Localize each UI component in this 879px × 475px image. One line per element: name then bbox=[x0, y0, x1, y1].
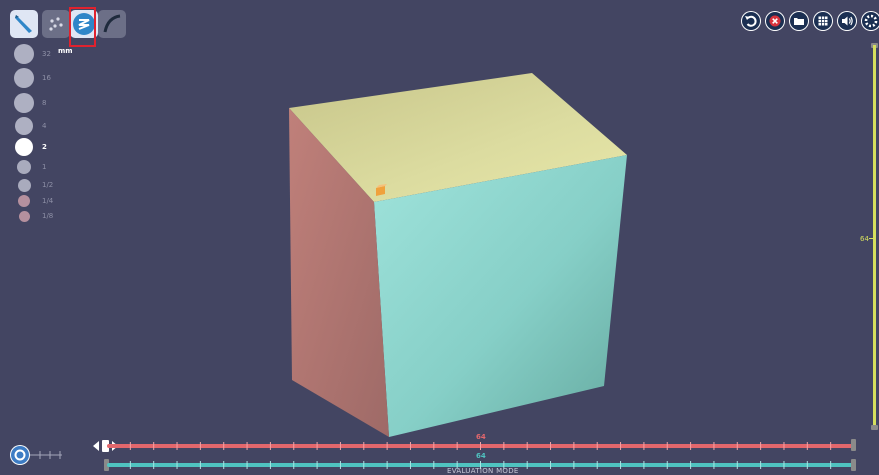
vertical-slider[interactable] bbox=[873, 45, 876, 428]
sound-button[interactable] bbox=[837, 11, 857, 31]
pen-icon bbox=[15, 15, 32, 33]
volume-icon bbox=[838, 12, 856, 30]
vertical-slider-handle-bottom[interactable] bbox=[871, 425, 878, 430]
red-slider-ticks bbox=[129, 442, 832, 450]
cube-front-face bbox=[374, 155, 627, 437]
evaluation-mode-label: EVALUATION MODE bbox=[447, 467, 519, 475]
pen-tool-button[interactable] bbox=[10, 10, 38, 38]
brush-size-dot[interactable] bbox=[18, 210, 30, 222]
curve-icon bbox=[103, 14, 121, 33]
target-icon bbox=[11, 446, 29, 464]
open-folder-button[interactable] bbox=[789, 11, 809, 31]
brush-size-dot[interactable] bbox=[18, 195, 30, 207]
close-button[interactable] bbox=[765, 11, 785, 31]
brush-size-dot[interactable] bbox=[15, 117, 33, 135]
brush-size-dot[interactable] bbox=[17, 178, 31, 192]
brush-size-label: 8 bbox=[42, 99, 47, 107]
brush-size-label: 1 bbox=[42, 163, 47, 171]
brush-size-dot[interactable] bbox=[14, 93, 34, 113]
cube-marker[interactable] bbox=[376, 184, 387, 196]
size-unit-label: mm bbox=[58, 47, 73, 55]
curve-tool-button[interactable] bbox=[98, 10, 126, 38]
zigzag-tool-button[interactable] bbox=[70, 10, 98, 38]
brush-size-dot[interactable] bbox=[17, 160, 31, 174]
grid-icon bbox=[814, 12, 832, 30]
vertical-slider-value: 64 bbox=[860, 235, 869, 243]
undo-button[interactable] bbox=[741, 11, 761, 31]
red-slider-handle[interactable] bbox=[851, 439, 856, 451]
brush-size-dot[interactable] bbox=[15, 138, 33, 156]
play-handle[interactable] bbox=[102, 440, 109, 452]
settings-button[interactable] bbox=[861, 11, 879, 31]
brush-size-label: 32 bbox=[42, 50, 51, 58]
rewind-icon[interactable] bbox=[93, 441, 99, 451]
cube-side-face bbox=[289, 108, 389, 437]
close-icon bbox=[766, 12, 784, 30]
view-toggle-button[interactable] bbox=[10, 445, 30, 465]
brush-size-label: 1/8 bbox=[42, 212, 54, 220]
brush-size-dot[interactable] bbox=[14, 68, 34, 88]
cyan-slider-handle-left[interactable] bbox=[104, 459, 109, 471]
selected-tool-highlight bbox=[69, 7, 96, 47]
brush-size-dot[interactable] bbox=[14, 44, 34, 64]
grid-button[interactable] bbox=[813, 11, 833, 31]
brush-size-label: 2 bbox=[42, 143, 47, 151]
brush-size-label: 1/2 bbox=[42, 181, 54, 189]
folder-icon bbox=[790, 12, 808, 30]
vertical-slider-tick bbox=[869, 238, 873, 239]
cube-top-face bbox=[289, 73, 627, 202]
cyan-slider-value: 64 bbox=[476, 452, 486, 460]
undo-icon bbox=[742, 12, 760, 30]
brush-size-label: 4 bbox=[42, 122, 47, 130]
dots-tool-button[interactable] bbox=[42, 10, 70, 38]
brush-size-label: 16 bbox=[42, 74, 51, 82]
red-slider-value: 64 bbox=[476, 433, 486, 441]
view-toggle-track bbox=[30, 451, 62, 459]
dots-icon bbox=[49, 17, 63, 31]
zigzag-icon bbox=[73, 13, 95, 35]
gear-icon bbox=[862, 12, 879, 30]
cyan-slider-ticks bbox=[129, 461, 832, 469]
cyan-slider-handle-right[interactable] bbox=[851, 459, 856, 471]
brush-size-label: 1/4 bbox=[42, 197, 54, 205]
